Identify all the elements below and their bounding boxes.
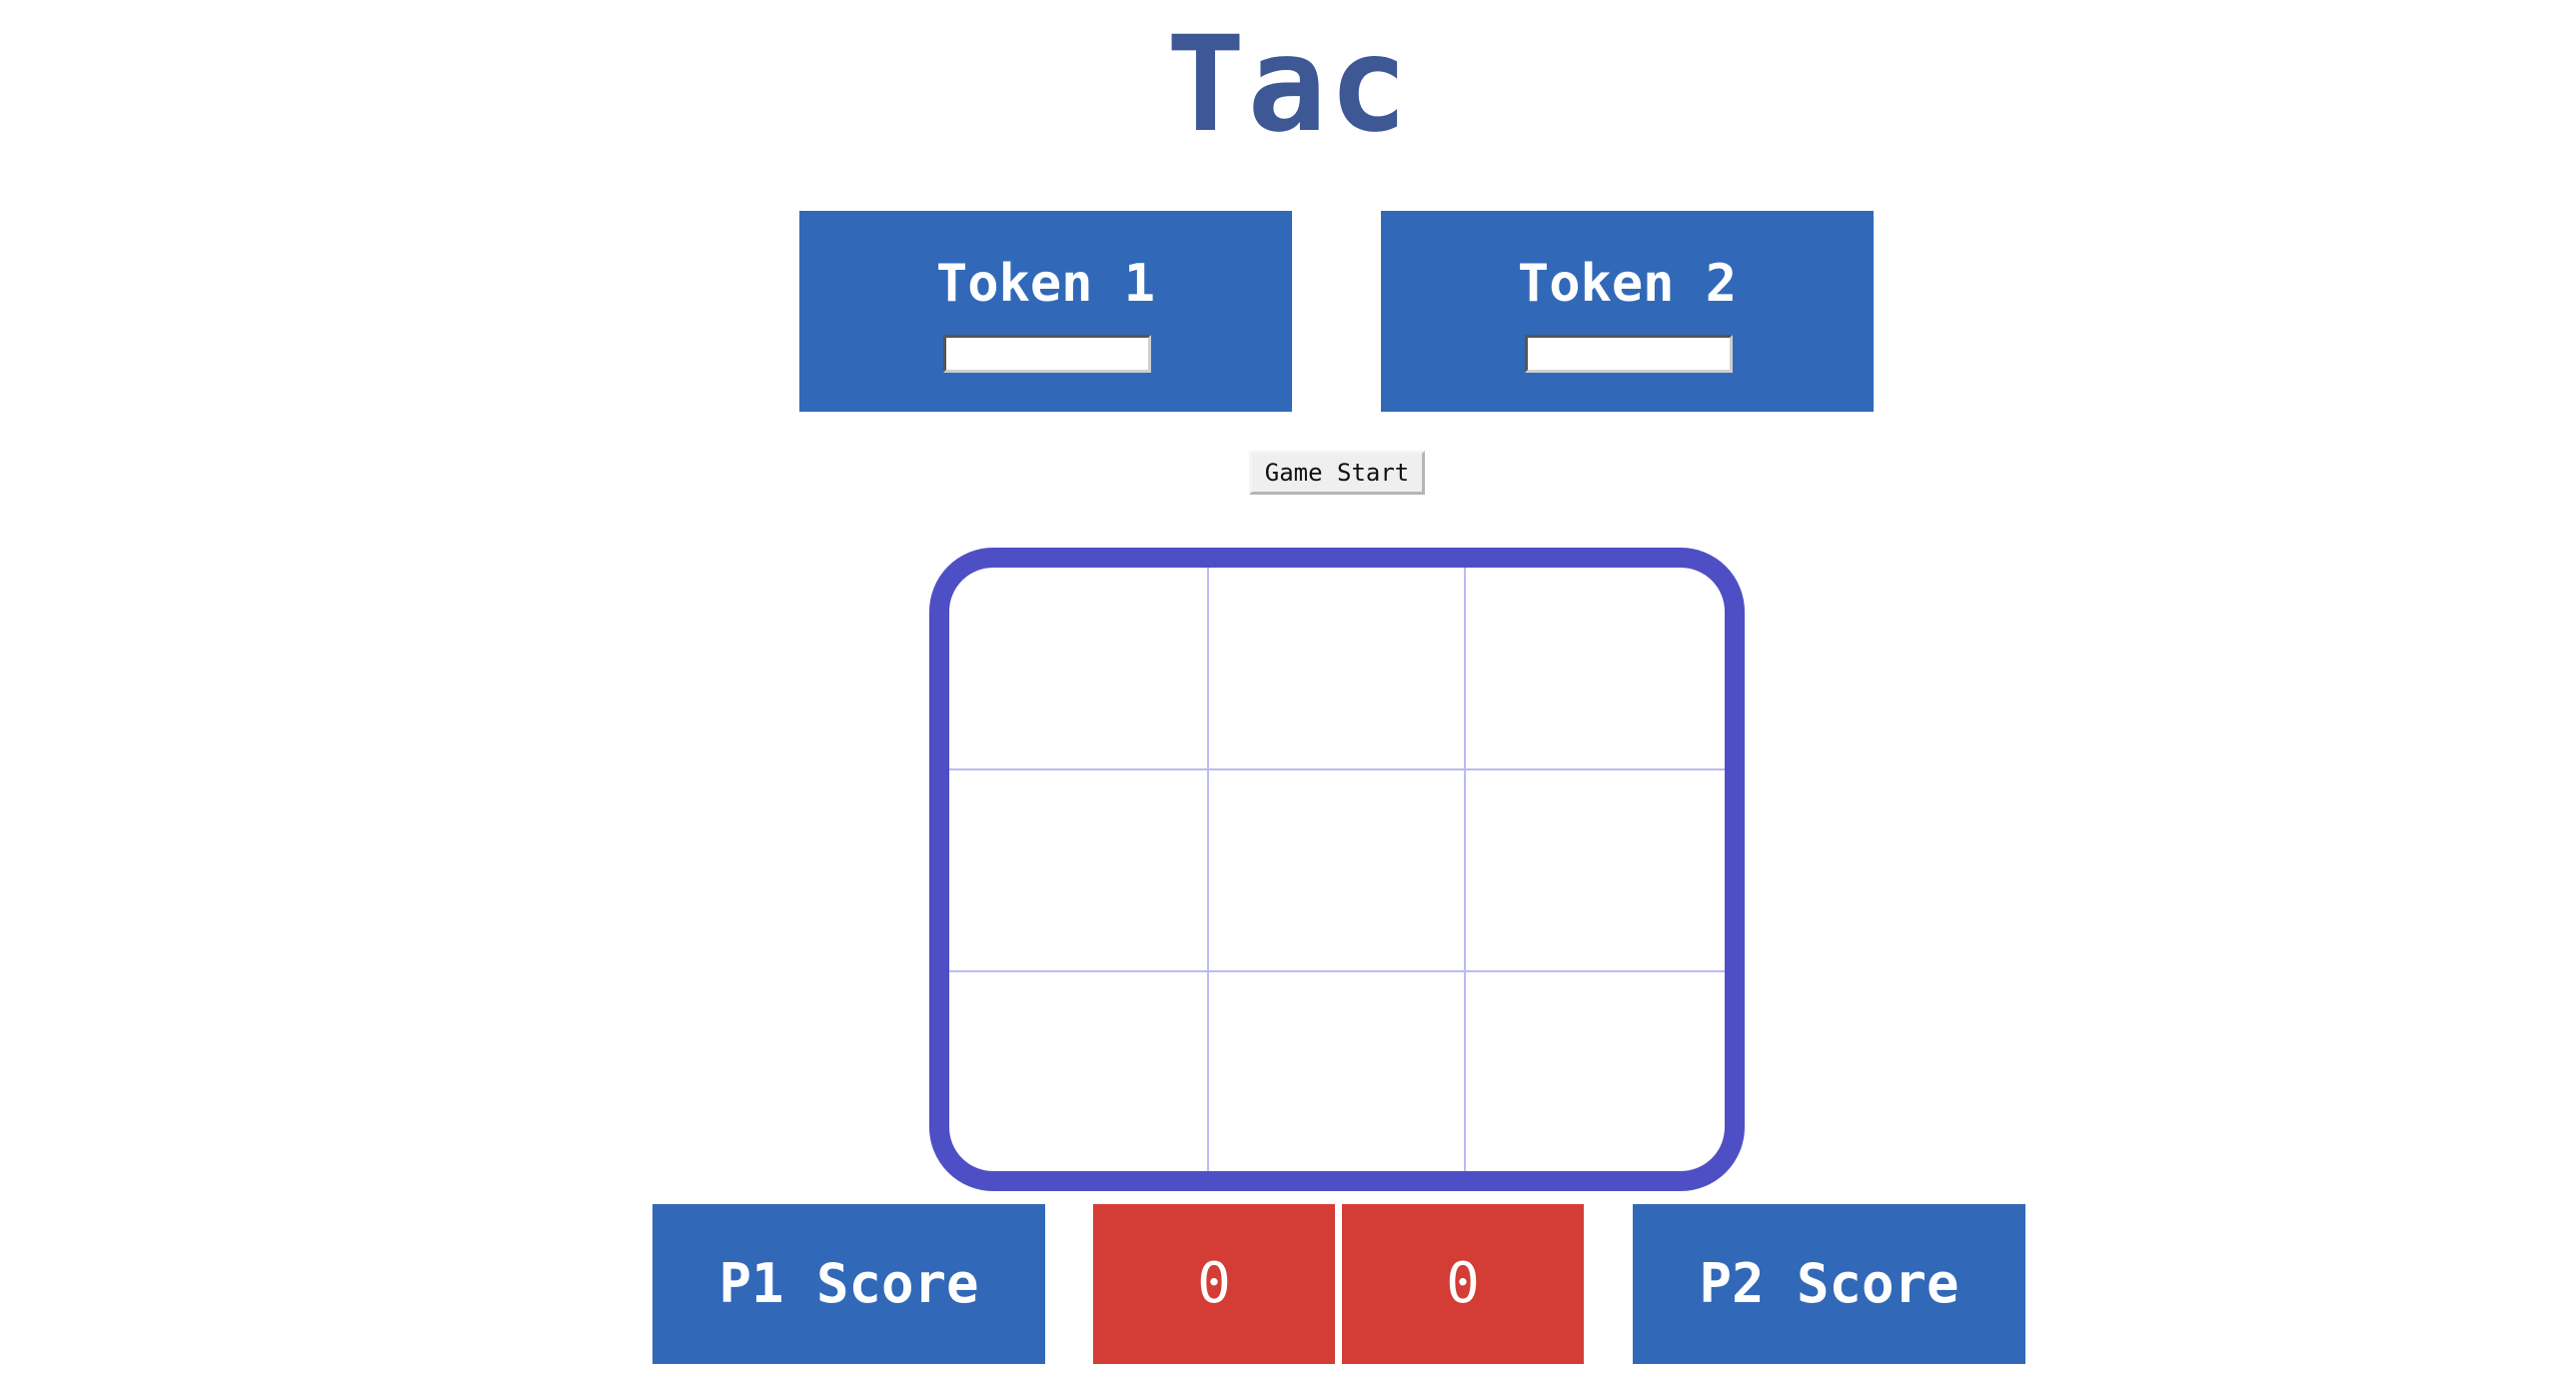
p1-score-value: 0 bbox=[1093, 1204, 1335, 1364]
board-cell[interactable] bbox=[1208, 769, 1465, 970]
board-cell[interactable] bbox=[949, 971, 1207, 1171]
board-cell[interactable] bbox=[1466, 971, 1725, 1171]
token-1-panel: Token 1 bbox=[799, 211, 1292, 412]
token-1-input[interactable] bbox=[943, 335, 1151, 373]
game-title: Tac bbox=[1165, 8, 1411, 162]
board-cell[interactable] bbox=[1208, 568, 1465, 768]
board-cell[interactable] bbox=[949, 769, 1207, 970]
board-cell[interactable] bbox=[1208, 971, 1465, 1171]
token-2-input[interactable] bbox=[1525, 335, 1733, 373]
board-cell[interactable] bbox=[1466, 769, 1725, 970]
p2-score-value: 0 bbox=[1342, 1204, 1584, 1364]
p2-score-label: P2 Score bbox=[1633, 1204, 2025, 1364]
game-board bbox=[929, 548, 1745, 1191]
token-2-panel: Token 2 bbox=[1381, 211, 1874, 412]
game-start-button[interactable]: Game Start bbox=[1249, 451, 1425, 495]
board-cell[interactable] bbox=[1466, 568, 1725, 768]
token-1-label: Token 1 bbox=[935, 254, 1156, 314]
board-cell[interactable] bbox=[949, 568, 1207, 768]
p1-score-label: P1 Score bbox=[652, 1204, 1045, 1364]
token-2-label: Token 2 bbox=[1517, 254, 1738, 314]
